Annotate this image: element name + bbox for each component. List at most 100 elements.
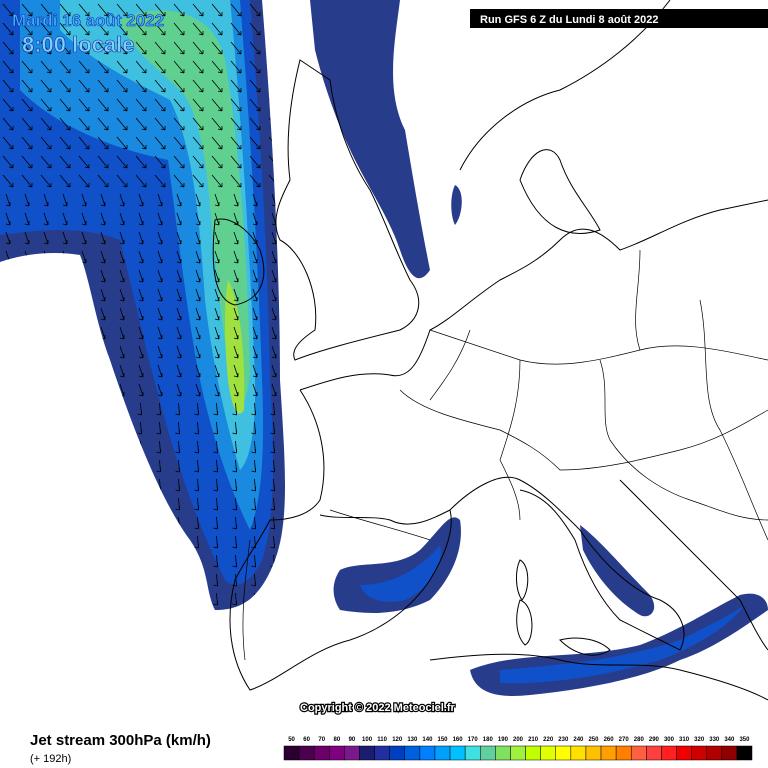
wind-arrow (213, 497, 218, 511)
wind-arrow (214, 250, 220, 264)
wind-arrow (211, 79, 223, 93)
wind-arrow (119, 345, 125, 359)
wind-arrow (154, 79, 166, 93)
date-label: Mardi 16 août 2022 (12, 11, 164, 30)
wind-arrow (154, 155, 166, 169)
wind-arrow (116, 3, 128, 17)
legend-label: 330 (709, 737, 720, 743)
wind-arrow (249, 174, 261, 188)
wind-arrow (249, 98, 261, 112)
wind-arrow (176, 269, 182, 283)
wind-arrow (78, 155, 90, 169)
wind-arrow (233, 288, 239, 302)
legend-swatch (510, 745, 526, 761)
legend-label: 270 (619, 737, 630, 743)
wind-arrow (5, 212, 11, 226)
wind-arrow (97, 79, 109, 93)
wind-arrow (214, 345, 220, 359)
legend-swatch (630, 745, 647, 761)
wind-arrow (173, 155, 185, 169)
wind-arrow (214, 288, 220, 302)
wind-arrow (21, 174, 33, 188)
wind-arrow (119, 250, 125, 264)
legend-label: 240 (573, 737, 584, 743)
wind-arrow (252, 269, 258, 283)
wind-arrow (270, 421, 275, 435)
wind-arrow (270, 402, 275, 416)
legend-label: 80 (333, 737, 340, 743)
wind-arrow (157, 193, 163, 207)
wind-arrow (81, 250, 87, 264)
wind-arrow (233, 364, 239, 378)
wind-arrow (232, 554, 237, 568)
legend-label: 250 (588, 737, 599, 743)
wind-arrow (249, 79, 261, 93)
wind-arrow (116, 60, 128, 74)
wind-arrow (252, 326, 258, 340)
wind-arrow (154, 117, 166, 131)
wind-arrow (78, 136, 90, 150)
wind-arrow (214, 364, 220, 378)
wind-arrow (154, 41, 166, 55)
legend-label: 340 (724, 737, 735, 743)
legend-label: 310 (679, 737, 690, 743)
wind-arrow (195, 364, 201, 378)
wind-arrow (251, 421, 256, 435)
wind-arrow (135, 136, 147, 150)
wind-arrow (100, 288, 106, 302)
wind-arrow (192, 174, 204, 188)
legend-label: 120 (392, 737, 403, 743)
footer-lead: (+ 192h) (30, 753, 71, 765)
wind-arrow (194, 459, 199, 473)
legend-label: 190 (498, 737, 509, 743)
wind-arrow (135, 79, 147, 93)
wind-arrow (59, 3, 71, 17)
wind-arrow (176, 364, 182, 378)
wind-arrow (173, 98, 185, 112)
wind-arrow (116, 98, 128, 112)
legend-swatch (404, 745, 421, 761)
wind-arrow (195, 231, 201, 245)
wind-arrow (138, 250, 144, 264)
wind-arrow (78, 22, 90, 36)
wind-arrow (211, 41, 223, 55)
wind-arrow (213, 440, 218, 454)
wind-arrow (100, 250, 106, 264)
wind-arrow (157, 212, 163, 226)
wind-arrow (233, 193, 239, 207)
legend-swatch (283, 745, 300, 761)
wind-arrow (213, 402, 218, 416)
wind-arrow (213, 592, 218, 606)
jet-patches-inner (360, 545, 745, 684)
wind-arrow (252, 250, 258, 264)
wind-arrow (62, 212, 68, 226)
legend-swatch (540, 745, 556, 761)
wind-arrow (176, 288, 182, 302)
wind-arrow (173, 117, 185, 131)
wind-arrow (230, 79, 242, 93)
legend-label: 290 (649, 737, 660, 743)
wind-arrow (157, 288, 163, 302)
wind-arrow (214, 307, 220, 321)
legend-swatch (298, 745, 315, 761)
legend-swatch (525, 745, 541, 761)
wind-arrow (233, 326, 239, 340)
wind-arrow (230, 117, 242, 131)
wind-arrow (252, 193, 258, 207)
wind-arrow (135, 117, 147, 131)
wind-arrow (154, 3, 166, 17)
wind-arrow (173, 136, 185, 150)
wind-arrow (116, 174, 128, 188)
wind-arrow (213, 478, 218, 492)
wind-arrow (194, 497, 199, 511)
wind-arrow (5, 193, 11, 207)
wind-arrow (194, 516, 199, 530)
wind-arrow (78, 98, 90, 112)
wind-arrow (156, 440, 161, 454)
legend-swatch (706, 745, 723, 761)
wind-arrow (232, 573, 237, 587)
wind-arrow (135, 41, 147, 55)
wind-arrow (194, 402, 199, 416)
wind-arrow (119, 212, 125, 226)
